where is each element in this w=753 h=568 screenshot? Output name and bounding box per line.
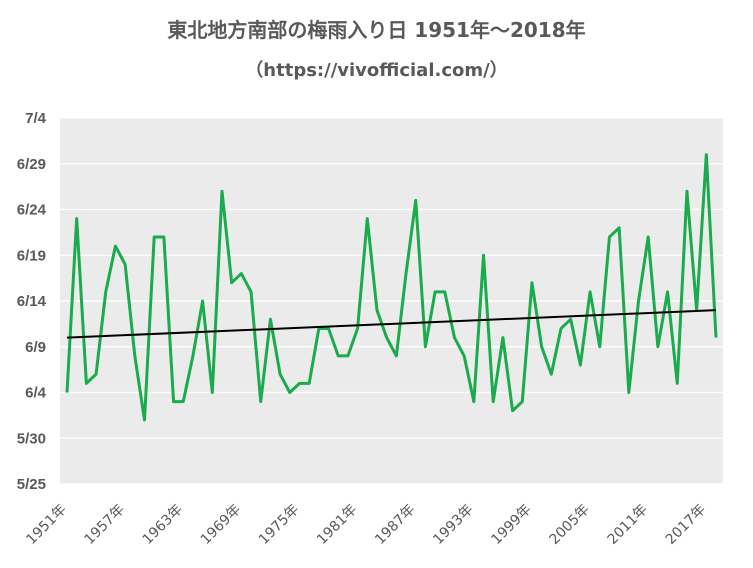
x-tick-label-11: 2017年 (663, 502, 709, 548)
x-tick-label-10: 2011年 (605, 502, 651, 548)
x-tick-label-4: 1975年 (256, 502, 302, 548)
y-tick-label-1: 6/29 (17, 156, 46, 173)
chart-title: 東北地方南部の梅雨入り日 1951年～2018年 (167, 18, 586, 42)
x-axis: 1951年 1957年 1963年 1969年 1975年 1981年 1987年 1993年… (23, 502, 709, 548)
y-tick-label-7: 5/30 (17, 430, 46, 447)
series-group (65, 153, 718, 422)
series-line (65, 153, 718, 422)
y-tick-label-5: 6/9 (25, 339, 46, 356)
x-tick-label-8: 1999年 (488, 502, 534, 548)
trendline (66, 309, 717, 339)
y-tick-label-4: 6/14 (17, 293, 47, 310)
chart-subtitle: （https://vivofficial.com/） (245, 60, 508, 81)
y-tick-label-3: 6/19 (17, 247, 46, 264)
x-tick-label-7: 1993年 (430, 502, 476, 548)
y-tick-label-0: 7/4 (25, 110, 47, 127)
x-tick-label-2: 1963年 (140, 502, 186, 548)
y-axis: 7/4 6/29 6/24 6/19 6/14 6/9 6/4 5/30 5/25 (17, 110, 47, 493)
x-tick-label-3: 1969年 (198, 502, 244, 548)
x-tick-label-1: 1957年 (82, 502, 128, 548)
y-tick-label-6: 6/4 (25, 385, 47, 402)
x-tick-label-5: 1981年 (314, 502, 360, 548)
y-tick-label-8: 5/25 (17, 476, 46, 493)
x-tick-label-0: 1951年 (23, 502, 69, 548)
x-tick-label-6: 1987年 (372, 502, 418, 548)
x-tick-label-9: 2005年 (546, 502, 592, 548)
y-tick-label-2: 6/24 (17, 202, 47, 219)
